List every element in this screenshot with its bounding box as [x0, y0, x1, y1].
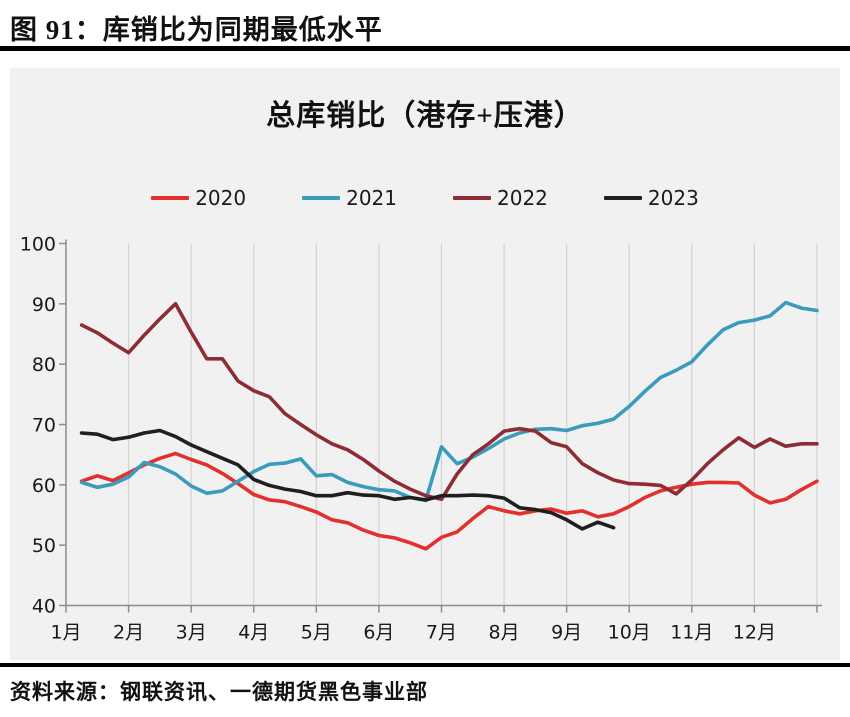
x-axis-label: 11月 [670, 622, 713, 644]
legend-line-swatch [302, 196, 341, 200]
x-axis-label: 10月 [608, 622, 651, 644]
x-axis-label: 7月 [426, 622, 457, 644]
series-line-2021 [79, 300, 819, 503]
legend-label: 2020 [195, 186, 247, 210]
top-rule [0, 46, 850, 51]
legend-label: 2023 [647, 186, 699, 210]
y-axis-label: 50 [32, 535, 56, 557]
legend-label: 2022 [497, 186, 548, 210]
legend-item-2021: 2021 [302, 186, 397, 210]
legend-item-2023: 2023 [603, 186, 699, 210]
chart-panel: 40 50 60 70 80 90 100 1月 2月 3月 4月 5月 6月 7月 8月 9月 10月 11月 1… [10, 68, 840, 660]
series-line-2020 [79, 451, 819, 551]
legend-line-swatch [453, 196, 491, 200]
x-axis-label: 6月 [363, 622, 394, 644]
legend-line-swatch [603, 196, 642, 200]
x-axis-label: 12月 [733, 622, 776, 644]
series-line-2023 [79, 428, 616, 531]
plot-area: 40 50 60 70 80 90 100 1月 2月 3月 4月 5月 6月 7月 8月 9月 10月 11月 1… [20, 234, 822, 644]
y-axis-label: 100 [20, 234, 56, 256]
legend: 2020 2021 2022 2023 [10, 186, 840, 210]
chart-title: 总库销比（港存+压港） [266, 100, 584, 132]
bottom-rule [0, 663, 850, 667]
x-axis-label: 3月 [176, 622, 207, 644]
series-line-2022 [79, 302, 819, 502]
y-axis-label: 60 [32, 475, 56, 497]
source-text: 资料来源：钢联资讯、一德期货黑色事业部 [10, 680, 428, 704]
y-axis-label: 40 [32, 596, 56, 618]
legend-item-2020: 2020 [151, 186, 246, 210]
y-axis-label: 90 [32, 294, 56, 316]
legend-line-swatch [151, 196, 190, 200]
x-axis-label: 9月 [551, 622, 582, 644]
legend-item-2022: 2022 [453, 186, 548, 210]
x-axis-label: 4月 [238, 622, 269, 644]
x-axis-label: 1月 [50, 622, 81, 644]
x-axis-label: 8月 [489, 622, 520, 644]
legend-label: 2021 [346, 186, 397, 210]
y-axis-label: 70 [32, 415, 56, 437]
figure-title: 图 91：库销比为同期最低水平 [10, 15, 383, 45]
x-axis-label: 5月 [301, 622, 332, 644]
y-axis-label: 80 [32, 354, 56, 376]
x-axis-label: 2月 [113, 622, 144, 644]
